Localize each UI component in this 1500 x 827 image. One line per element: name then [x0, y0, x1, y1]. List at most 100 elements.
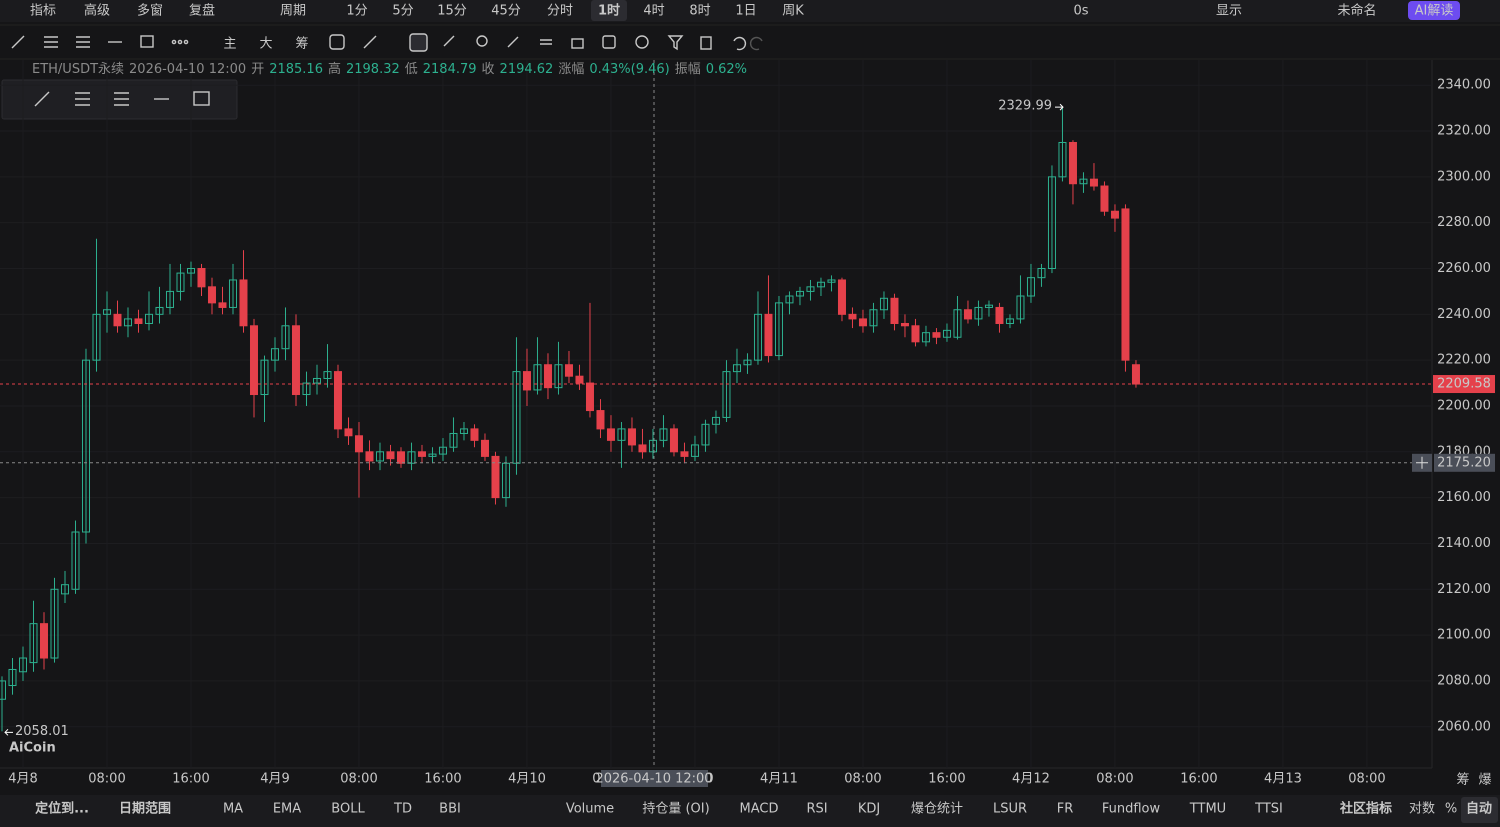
period-button[interactable]: 45分 — [491, 4, 521, 19]
period-button[interactable]: 15分 — [437, 4, 467, 19]
candle-body — [1068, 141, 1077, 185]
indicator-button[interactable]: Fundflow — [1102, 802, 1161, 817]
candle-body — [753, 313, 762, 361]
period-button[interactable]: 5分 — [392, 4, 413, 19]
x-tick-label: 4月13 — [1264, 772, 1302, 787]
period-button[interactable]: 指标 — [30, 4, 56, 19]
indicator-button[interactable]: FR — [1057, 802, 1074, 817]
info-item: 振幅 — [675, 62, 701, 77]
info-item: 2026-04-10 12:00 — [129, 62, 246, 77]
info-item: 0.43%(9.46) — [589, 62, 669, 77]
bottom-button[interactable]: 日期范围 — [119, 801, 171, 817]
period-button[interactable]: 多窗 — [137, 3, 163, 19]
indicator-button[interactable]: BBI — [439, 802, 461, 817]
candle-body — [1047, 176, 1056, 270]
y-tick-label: 2220.00 — [1437, 353, 1491, 368]
indicator-button[interactable]: EMA — [273, 802, 301, 817]
main-chart-tool[interactable]: 大 — [259, 37, 272, 52]
indicator-button[interactable]: Volume — [566, 802, 614, 817]
candle-body — [617, 428, 626, 441]
period-button[interactable]: 周K — [782, 4, 804, 19]
bottom-bar — [0, 795, 1500, 827]
period-button[interactable]: 1分 — [346, 4, 367, 19]
top-right-button[interactable]: AI解读 — [1415, 4, 1454, 19]
axis-side-button[interactable]: 筹 — [1456, 772, 1469, 788]
top-right-button[interactable]: 未命名 — [1337, 3, 1376, 19]
x-tick-label: 08:00 — [340, 772, 377, 787]
candle-body — [50, 588, 59, 659]
candle-body — [249, 325, 258, 396]
indicator-button[interactable]: TD — [393, 802, 412, 817]
info-item: 开 — [251, 62, 264, 77]
top-right-button[interactable]: 0s — [1073, 4, 1088, 19]
candle-body — [963, 309, 972, 320]
indicator-button[interactable]: 持仓量 (OI) — [642, 802, 709, 817]
axis-side-button[interactable]: 爆 — [1478, 773, 1491, 788]
period-button[interactable]: 高级 — [84, 3, 110, 19]
y-tick-label: 2060.00 — [1437, 719, 1491, 734]
top-bar — [0, 0, 1500, 22]
candle-body — [585, 382, 594, 412]
candle-body — [669, 428, 678, 453]
period-button[interactable]: 8时 — [689, 4, 710, 19]
auto-active — [1461, 797, 1498, 823]
indicator-button[interactable]: MA — [223, 802, 243, 817]
crosshair-price-box — [1434, 453, 1495, 472]
period-button[interactable]: 1日 — [735, 4, 756, 19]
candle-body — [375, 451, 384, 462]
candle-body — [312, 377, 321, 384]
bottom-right-button[interactable]: 对数 — [1409, 802, 1435, 817]
ai-button-bg[interactable] — [1408, 1, 1460, 20]
candle-body — [134, 318, 143, 324]
x-tick-label: 08:00 — [844, 772, 881, 787]
candle-body — [365, 451, 374, 462]
active-period — [591, 0, 627, 21]
candle-body — [480, 439, 489, 457]
candle-body — [858, 318, 867, 327]
indicator-button[interactable]: 爆仓统计 — [911, 802, 963, 817]
top-right-button[interactable]: 显示 — [1216, 4, 1242, 19]
candle-body — [543, 364, 552, 389]
candle-body — [207, 286, 216, 304]
candle-body — [407, 451, 416, 464]
x-tick-label: 16:00 — [1180, 772, 1217, 787]
plot — [0, 60, 1432, 768]
info-item: 2198.32 — [346, 62, 400, 77]
bottom-right-button[interactable]: 社区指标 — [1339, 801, 1392, 817]
x-tick-label: 4月9 — [260, 772, 290, 787]
candle-body — [239, 279, 248, 327]
bottom-button[interactable]: 定位到... — [34, 801, 89, 817]
y-tick-label: 2320.00 — [1437, 124, 1491, 139]
crosshair-time-box — [601, 770, 708, 787]
period-button[interactable]: 复盘 — [189, 3, 215, 19]
indicator-button[interactable]: LSUR — [993, 802, 1027, 817]
candle-body — [81, 359, 90, 533]
indicator-button[interactable]: BOLL — [331, 802, 365, 817]
period-button[interactable]: 周期 — [280, 4, 306, 19]
candle-body — [638, 444, 647, 453]
indicator-button[interactable]: KDJ — [858, 802, 880, 817]
bottom-right-button[interactable]: % — [1445, 802, 1457, 817]
indicator-button[interactable]: TTMU — [1189, 802, 1226, 817]
period-button[interactable]: 分时 — [547, 4, 573, 19]
main-chart-tool[interactable]: 筹 — [295, 36, 308, 52]
indicator-button[interactable]: TTSI — [1254, 802, 1283, 817]
y-tick-label: 2140.00 — [1437, 536, 1491, 551]
candle-body — [396, 451, 405, 464]
period-button[interactable]: 1时 — [598, 3, 620, 19]
crosshair-plus-icon — [1416, 456, 1428, 469]
candle-body — [837, 279, 846, 315]
info-item: 低 — [405, 62, 418, 77]
main-chart-tool[interactable]: 主 — [223, 37, 236, 52]
candle-body — [648, 439, 657, 453]
candle-body — [533, 364, 542, 391]
candle-body — [0, 680, 6, 700]
indicator-button[interactable]: MACD — [740, 802, 779, 817]
indicator-button[interactable]: RSI — [806, 802, 827, 817]
period-button[interactable]: 4时 — [643, 4, 664, 19]
x-tick-label: 4月8 — [8, 772, 38, 787]
bottom-right-button[interactable]: 自动 — [1466, 801, 1492, 817]
info-line: ETH/USDT永续 2026-04-10 12:00 开 2185.16 高 2198.… — [32, 61, 747, 77]
candle-body — [281, 325, 290, 350]
